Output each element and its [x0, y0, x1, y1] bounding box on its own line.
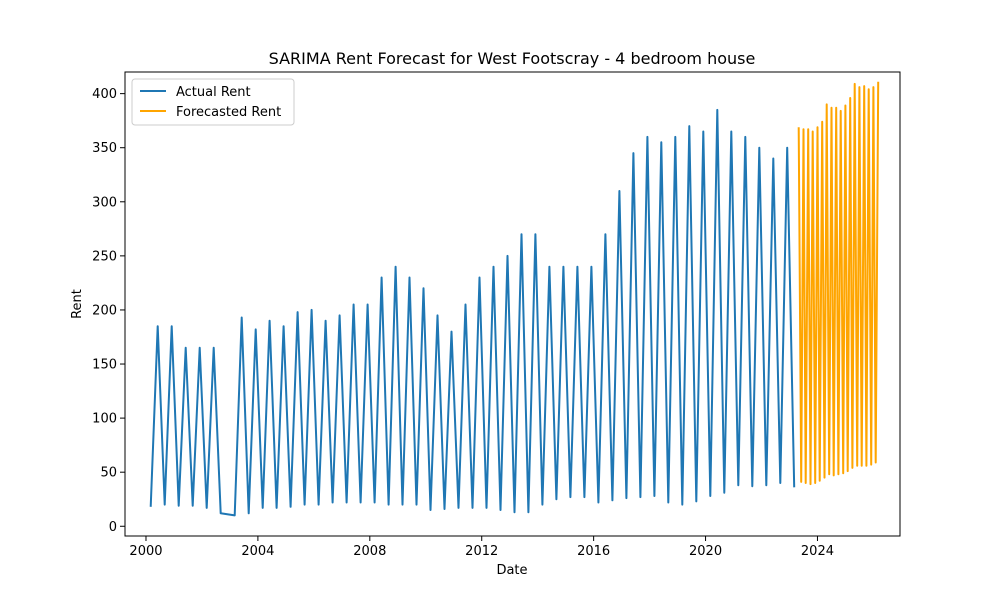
- y-tick-label: 400: [92, 87, 117, 102]
- plot-frame: [124, 71, 901, 537]
- x-tick-label: 2020: [689, 544, 722, 559]
- x-tick-label: 2024: [801, 544, 834, 559]
- y-tick-label: 300: [92, 195, 117, 210]
- y-tick-label: 150: [92, 358, 117, 373]
- series-line-0: [149, 108, 796, 517]
- legend-label-forecast: Forecasted Rent: [176, 105, 281, 120]
- y-tick-label: 200: [92, 303, 117, 318]
- y-tick-label: 0: [109, 520, 117, 535]
- y-axis: 0 50 100 150 200 250 300 350 400: [92, 87, 125, 535]
- y-tick-label: 100: [92, 412, 117, 427]
- y-tick-label: 50: [100, 466, 117, 481]
- legend-label-actual: Actual Rent: [176, 85, 251, 100]
- chart-title: SARIMA Rent Forecast for West Footscray …: [269, 49, 756, 68]
- x-tick-label: 2012: [465, 544, 498, 559]
- y-axis-title: Rent: [70, 289, 85, 319]
- legend: Actual Rent Forecasted Rent: [131, 78, 295, 126]
- plot-area: [124, 71, 901, 537]
- y-tick-label: 350: [92, 141, 117, 156]
- x-axis-title: Date: [496, 563, 527, 578]
- x-axis: 2000 2004 2008 2012 2016 2020 2024: [129, 536, 834, 559]
- x-tick-label: 2000: [129, 544, 162, 559]
- y-tick-label: 250: [92, 249, 117, 264]
- legend-box: [131, 78, 295, 126]
- x-tick-label: 2004: [241, 544, 274, 559]
- series-line-1: [797, 81, 880, 486]
- x-tick-label: 2016: [577, 544, 610, 559]
- x-tick-label: 2008: [353, 544, 386, 559]
